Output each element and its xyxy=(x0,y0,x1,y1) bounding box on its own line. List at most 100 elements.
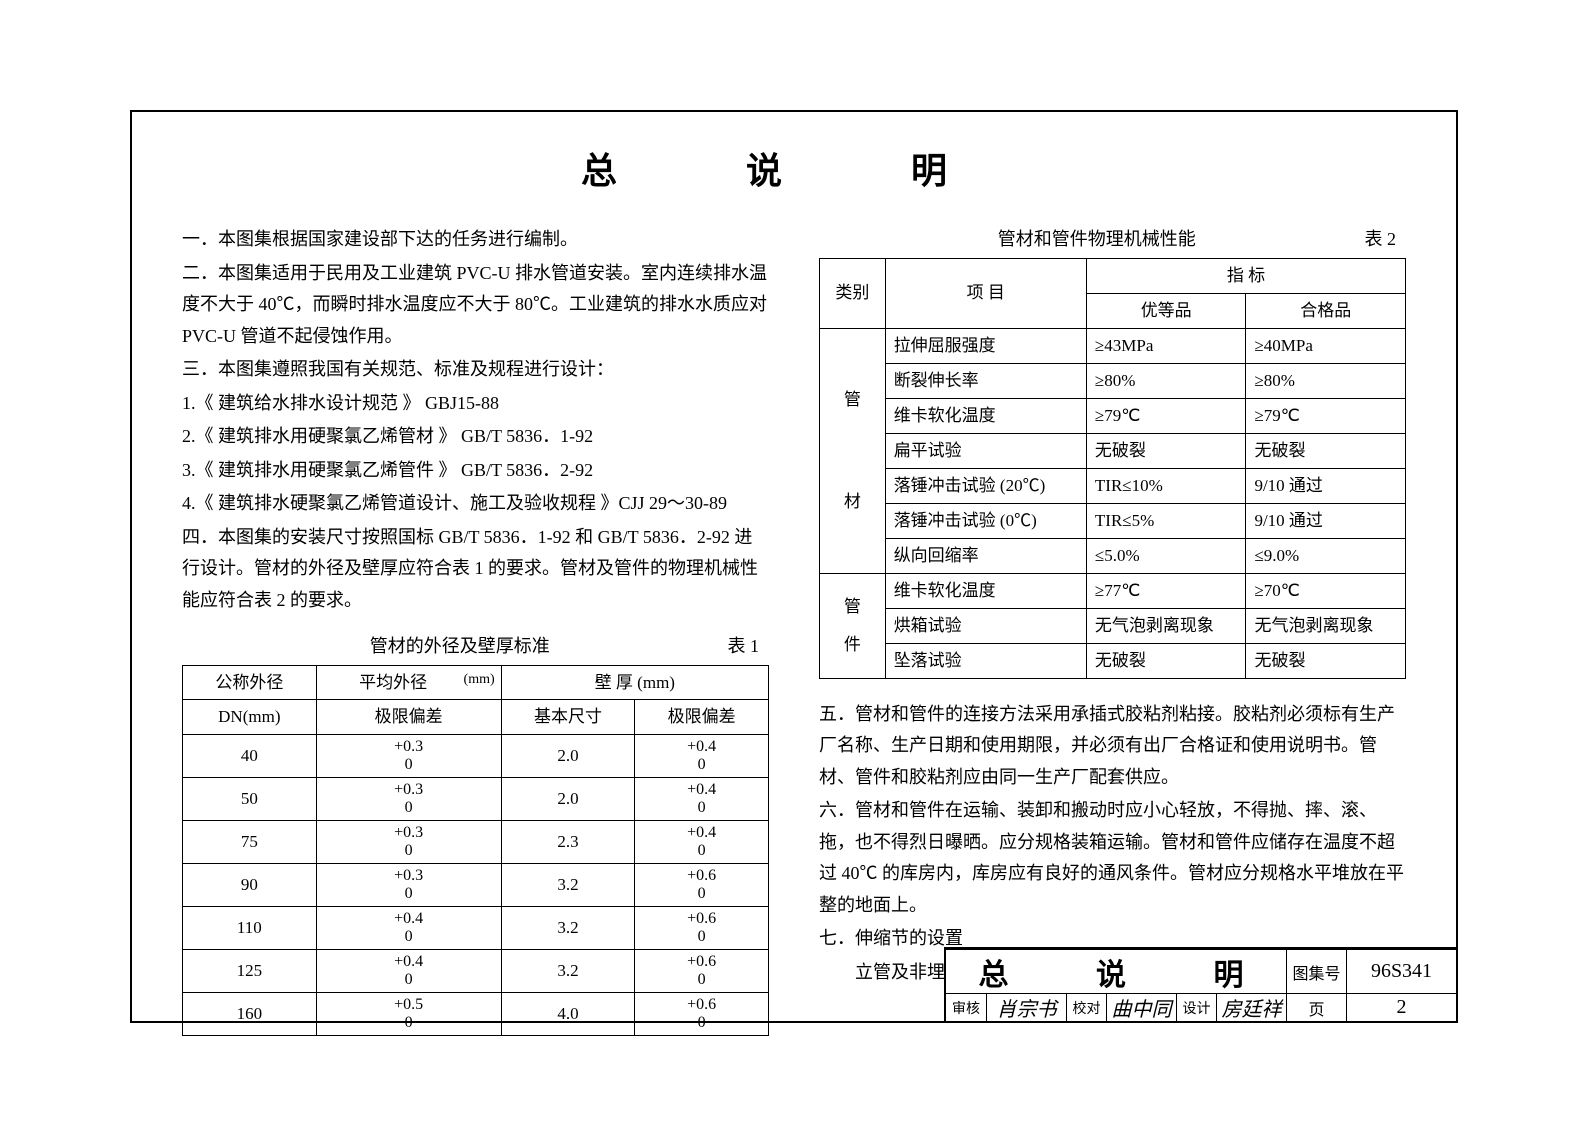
t2-a: 无破裂 xyxy=(1086,433,1246,468)
table-2: 类别 项 目 指 标 优等品 合格品 管材拉伸屈服强度≥43MPa≥40MPa断… xyxy=(819,258,1406,679)
t2-b: 9/10 通过 xyxy=(1246,468,1406,503)
t1-bs: 2.0 xyxy=(501,735,635,778)
t2-a: ≥77℃ xyxy=(1086,573,1246,608)
para-6: 六．管材和管件在运输、装卸和搬动时应小心轻放，不得抛、摔、滚、拖，也不得烈日曝晒… xyxy=(819,795,1406,921)
t1-tol: +0.40 xyxy=(316,907,501,950)
table-row: 75+0.302.3+0.40 xyxy=(183,821,769,864)
para-3b: 2.《 建筑排水用硬聚氯乙烯管材 》 GB/T 5836．1-92 xyxy=(182,421,769,453)
table-row: 管材拉伸屈服强度≥43MPa≥40MPa xyxy=(820,328,1406,363)
tb-jd-label: 校对 xyxy=(1066,993,1106,1021)
t2-b: ≥79℃ xyxy=(1246,398,1406,433)
table-row: 160+0.504.0+0.60 xyxy=(183,993,769,1036)
t2-item: 维卡软化温度 xyxy=(885,573,1086,608)
table-row: 40+0.302.0+0.40 xyxy=(183,735,769,778)
t2-item: 断裂伸长率 xyxy=(885,363,1086,398)
table-row: 125+0.403.2+0.60 xyxy=(183,950,769,993)
t2-a: 无气泡剥离现象 xyxy=(1086,608,1246,643)
tb-page-label: 页 xyxy=(1286,993,1346,1021)
para-3c: 3.《 建筑排水用硬聚氯乙烯管件 》 GB/T 5836．2-92 xyxy=(182,455,769,487)
table-row: 落锤冲击试验 (0℃)TIR≤5%9/10 通过 xyxy=(820,503,1406,538)
table-2-wrap: 管材和管件物理机械性能 表 2 类别 项 目 指 标 优等品 合格品 xyxy=(819,224,1406,679)
t2-h-a: 优等品 xyxy=(1086,293,1246,328)
t1-h-wall: 壁 厚 (mm) xyxy=(501,665,768,700)
t1-bt: +0.60 xyxy=(635,993,769,1036)
t2-a: TIR≤10% xyxy=(1086,468,1246,503)
t2-b: 无气泡剥离现象 xyxy=(1246,608,1406,643)
para-3d: 4.《 建筑排水硬聚氯乙烯管道设计、施工及验收规程 》CJJ 29～30-89 xyxy=(182,488,769,520)
tb-set-label: 图集号 xyxy=(1286,949,1346,993)
t1-bt: +0.40 xyxy=(635,821,769,864)
t2-b: ≥80% xyxy=(1246,363,1406,398)
t1-bs: 4.0 xyxy=(501,993,635,1036)
table-row: 落锤冲击试验 (20℃)TIR≤10%9/10 通过 xyxy=(820,468,1406,503)
page-title: 总 说 明 xyxy=(182,142,1406,194)
t1-tol: +0.40 xyxy=(316,950,501,993)
t1-dn: 125 xyxy=(183,950,317,993)
para-5: 五．管材和管件的连接方法采用承插式胶粘剂粘接。胶粘剂必须标有生产厂名称、生产日期… xyxy=(819,699,1406,794)
para-4: 四．本图集的安装尺寸按照国标 GB/T 5836．1-92 和 GB/T 583… xyxy=(182,522,769,617)
t2-item: 坠落试验 xyxy=(885,643,1086,678)
t1-h-bs: 基本尺寸 xyxy=(501,700,635,735)
t2-a: ≥80% xyxy=(1086,363,1246,398)
tb-sj-sig: 房廷祥 xyxy=(1216,993,1286,1021)
t2-b: ≥40MPa xyxy=(1246,328,1406,363)
drawing-frame: 总 说 明 一．本图集根据国家建设部下达的任务进行编制。 二．本图集适用于民用及… xyxy=(130,110,1458,1023)
t2-item: 拉伸屈服强度 xyxy=(885,328,1086,363)
t2-a: TIR≤5% xyxy=(1086,503,1246,538)
table-row: 110+0.403.2+0.60 xyxy=(183,907,769,950)
t1-h-od: 平均外径 (mm) xyxy=(316,665,501,700)
t1-tol: +0.30 xyxy=(316,821,501,864)
t1-dn: 75 xyxy=(183,821,317,864)
table-2-number: 表 2 xyxy=(1365,224,1397,256)
t2-h-cat: 类别 xyxy=(820,258,886,328)
table-1-caption: 管材的外径及壁厚标准 xyxy=(192,631,728,663)
t1-dn: 160 xyxy=(183,993,317,1036)
table-row: 纵向回缩率≤5.0%≤9.0% xyxy=(820,538,1406,573)
table-row: 50+0.302.0+0.40 xyxy=(183,778,769,821)
t2-b: ≥70℃ xyxy=(1246,573,1406,608)
t1-tol: +0.30 xyxy=(316,864,501,907)
tb-page-value: 2 xyxy=(1346,993,1456,1021)
t1-bs: 3.2 xyxy=(501,864,635,907)
t2-a: ≤5.0% xyxy=(1086,538,1246,573)
t1-h-bt: 极限偏差 xyxy=(635,700,769,735)
t1-bt: +0.40 xyxy=(635,735,769,778)
t2-item: 扁平试验 xyxy=(885,433,1086,468)
t1-h-dn2: DN(mm) xyxy=(183,700,317,735)
t1-bt: +0.60 xyxy=(635,950,769,993)
t2-h-idx: 指 标 xyxy=(1086,258,1405,293)
para-3: 三．本图集遵照我国有关规范、标准及规程进行设计： xyxy=(182,354,769,386)
t1-bt: +0.40 xyxy=(635,778,769,821)
table-row: 烘箱试验无气泡剥离现象无气泡剥离现象 xyxy=(820,608,1406,643)
table-1-number: 表 1 xyxy=(728,631,760,663)
para-3a: 1.《 建筑给水排水设计规范 》 GBJ15-88 xyxy=(182,388,769,420)
title-block: 总 说 明 图集号 96S341 审核 肖宗书 校对 曲中同 设计 房廷祥 页 … xyxy=(944,947,1458,1023)
t2-a: 无破裂 xyxy=(1086,643,1246,678)
columns: 一．本图集根据国家建设部下达的任务进行编制。 二．本图集适用于民用及工业建筑 P… xyxy=(182,224,1406,1036)
para-1: 一．本图集根据国家建设部下达的任务进行编制。 xyxy=(182,224,769,256)
t2-h-b: 合格品 xyxy=(1246,293,1406,328)
t2-b: 9/10 通过 xyxy=(1246,503,1406,538)
t1-bt: +0.60 xyxy=(635,907,769,950)
t2-b: ≤9.0% xyxy=(1246,538,1406,573)
t1-bs: 3.2 xyxy=(501,950,635,993)
t1-bt: +0.60 xyxy=(635,864,769,907)
table-row: 90+0.303.2+0.60 xyxy=(183,864,769,907)
t1-bs: 2.0 xyxy=(501,778,635,821)
table-row: 断裂伸长率≥80%≥80% xyxy=(820,363,1406,398)
t1-tol: +0.30 xyxy=(316,735,501,778)
t1-h-odtol: 极限偏差 xyxy=(316,700,501,735)
t1-h-dn: 公称外径 xyxy=(183,665,317,700)
tb-sh-sig: 肖宗书 xyxy=(986,993,1066,1021)
table-row: 管件维卡软化温度≥77℃≥70℃ xyxy=(820,573,1406,608)
table-1-wrap: 管材的外径及壁厚标准 表 1 公称外径 平均外径 (mm) 壁 厚 (mm) xyxy=(182,631,769,1036)
left-column: 一．本图集根据国家建设部下达的任务进行编制。 二．本图集适用于民用及工业建筑 P… xyxy=(182,224,769,1036)
tb-set-value: 96S341 xyxy=(1346,949,1456,993)
t2-item: 维卡软化温度 xyxy=(885,398,1086,433)
t2-item: 落锤冲击试验 (0℃) xyxy=(885,503,1086,538)
table-2-caption: 管材和管件物理机械性能 xyxy=(829,224,1365,256)
t1-tol: +0.30 xyxy=(316,778,501,821)
tb-sj-label: 设计 xyxy=(1176,993,1216,1021)
tb-sh-label: 审核 xyxy=(946,993,986,1021)
right-column: 管材和管件物理机械性能 表 2 类别 项 目 指 标 优等品 合格品 xyxy=(819,224,1406,1036)
